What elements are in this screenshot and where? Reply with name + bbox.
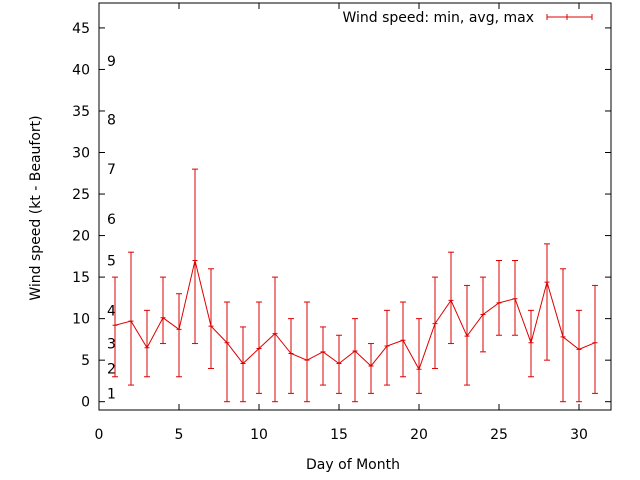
avg-point [160, 315, 166, 321]
y-tick-label: 35 [72, 104, 90, 120]
avg-point [288, 351, 294, 357]
avg-point [192, 257, 198, 263]
beaufort-label: 2 [107, 361, 116, 377]
y-tick-label: 15 [72, 270, 90, 286]
y-tick-label: 30 [72, 146, 90, 162]
avg-point [272, 331, 278, 337]
avg-point [144, 345, 150, 351]
avg-point [304, 357, 310, 363]
error-bars [112, 168, 598, 403]
beaufort-label: 7 [107, 162, 116, 178]
avg-point [560, 334, 566, 340]
avg-point [256, 346, 262, 352]
avg-point [512, 296, 518, 302]
legend-label: Wind speed: min, avg, max [342, 10, 534, 26]
y-tick-label: 40 [72, 62, 90, 78]
y-tick-label: 45 [72, 21, 90, 37]
avg-point [400, 337, 406, 343]
avg-point [576, 346, 582, 352]
y-tick-label: 10 [72, 312, 90, 328]
avg-point [448, 297, 454, 303]
x-tick-label: 30 [570, 427, 588, 443]
beaufort-label: 8 [107, 112, 116, 128]
avg-point [368, 363, 374, 369]
beaufort-label: 3 [107, 337, 116, 353]
x-tick-label: 5 [175, 427, 184, 443]
avg-point [320, 349, 326, 355]
avg-line [112, 257, 598, 372]
y-tick-label: 20 [72, 229, 90, 245]
x-tick-label: 10 [250, 427, 268, 443]
y-tick-label: 5 [81, 353, 90, 369]
avg-point [352, 348, 358, 354]
avg-point [480, 311, 486, 317]
avg-point [240, 360, 246, 366]
x-tick-label: 15 [330, 427, 348, 443]
avg-point [432, 321, 438, 327]
x-tick-label: 0 [95, 427, 104, 443]
beaufort-label: 5 [107, 253, 116, 269]
plot-frame [98, 2, 612, 411]
beaufort-label: 6 [107, 212, 116, 228]
beaufort-labels: 1 2 3 4 5 6 7 8 9 [107, 54, 116, 402]
avg-point [128, 318, 134, 324]
avg-point [592, 340, 598, 346]
beaufort-label: 1 [107, 386, 116, 402]
avg-point [208, 323, 214, 329]
y-axis-label: Wind speed (kt - Beaufort) [28, 115, 44, 300]
avg-point [544, 279, 550, 285]
avg-point [416, 366, 422, 372]
beaufort-label: 9 [107, 54, 116, 70]
x-tick-label: 25 [490, 427, 508, 443]
legend: Wind speed: min, avg, max [342, 10, 593, 26]
avg-point [224, 340, 230, 346]
avg-point [384, 343, 390, 349]
beaufort-label: 4 [107, 303, 116, 319]
avg-point [528, 340, 534, 346]
y-tick-label: 25 [72, 187, 90, 203]
avg-point [336, 360, 342, 366]
avg-point [496, 300, 502, 306]
avg-point [112, 322, 118, 328]
legend-sample [546, 14, 593, 20]
avg-point [464, 333, 470, 339]
x-tick-label: 20 [410, 427, 428, 443]
y-tick-label: 0 [81, 395, 90, 411]
avg-point [176, 326, 182, 332]
x-axis-label: Day of Month [306, 457, 400, 473]
